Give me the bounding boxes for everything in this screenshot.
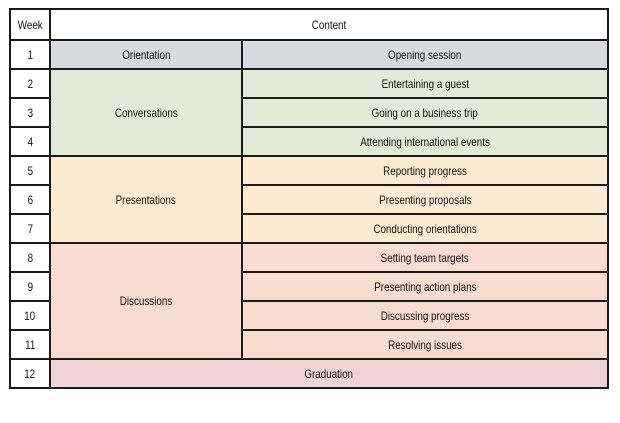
table-row: 12 Graduation (9, 358, 609, 389)
topic-cell: Presenting action plans (241, 271, 609, 302)
section-label: Conversations (114, 105, 178, 120)
topic-cell: Reporting progress (241, 155, 609, 186)
week-cell: 5 (9, 155, 51, 186)
section-label: Discussions (119, 294, 173, 308)
week-number: 3 (27, 105, 33, 120)
week-cell: 2 (9, 68, 51, 99)
section-label: Orientation (121, 47, 171, 62)
graduation-cell: Graduation (49, 358, 609, 389)
topic-label: Reporting progress (383, 163, 467, 178)
topic-cell: Going on a business trip (241, 97, 609, 128)
week-number: 2 (27, 76, 33, 91)
topic-label: Discussing progress (380, 308, 470, 323)
topic-cell: Entertaining a guest (241, 68, 609, 99)
week-number: 12 (24, 366, 36, 381)
topic-label: Presenting proposals (378, 192, 472, 207)
topic-cell: Resolving issues (241, 329, 609, 360)
week-number: 10 (24, 308, 36, 323)
section-cell-orientation: Orientation (49, 39, 243, 70)
week-number: 7 (27, 221, 33, 236)
table-row: 10 Discussing progress (9, 300, 609, 331)
week-column-header: Week (9, 8, 51, 41)
table-row: 1 Orientation Opening session (9, 39, 609, 70)
table-header-row: Week Content (9, 8, 609, 41)
week-cell: 11 (9, 329, 51, 360)
week-cell: 9 (9, 271, 51, 302)
week-number: 1 (27, 47, 33, 62)
week-cell: 3 (9, 97, 51, 128)
week-cell: 4 (9, 126, 51, 157)
graduation-label: Graduation (304, 366, 354, 381)
week-cell: 12 (9, 358, 51, 389)
topic-label: Resolving issues (388, 337, 462, 352)
week-cell: 6 (9, 184, 51, 215)
topic-label: Setting team targets (380, 250, 470, 265)
week-number: 11 (24, 337, 36, 352)
section-cell-presentations: Presentations (49, 155, 243, 244)
section-cell-conversations: Conversations (49, 68, 243, 157)
content-column-header: Content (49, 8, 609, 41)
week-number: 6 (27, 192, 33, 207)
course-schedule-table: Week Content 1 Orientation Opening sessi… (9, 8, 609, 389)
week-number: 5 (27, 163, 33, 178)
week-number: 8 (27, 250, 33, 265)
topic-label: Presenting action plans (373, 279, 477, 294)
table-row: 7 Conducting orientations (9, 213, 609, 244)
topic-cell: Conducting orientations (241, 213, 609, 244)
table-row: 2 Conversations Entertaining a guest (9, 68, 609, 157)
table-row: 6 Presenting proposals (9, 184, 609, 215)
topic-label: Attending international events (360, 134, 490, 149)
section-label: Presentations (115, 192, 177, 207)
table-row: 5 Presentations Reporting progress (9, 155, 609, 244)
table-row: 4 Attending international events (9, 126, 609, 157)
topic-cell: Opening session (241, 39, 609, 70)
table-row: 11 Resolving issues (9, 329, 609, 360)
content-header-label: Content (311, 17, 347, 32)
table-row: 3 Going on a business trip (9, 97, 609, 128)
topic-label: Entertaining a guest (381, 76, 469, 91)
week-cell: 1 (9, 39, 51, 70)
week-cell: 10 (9, 300, 51, 331)
topic-label: Going on a business trip (371, 105, 479, 120)
week-number: 9 (27, 279, 33, 294)
topic-cell: Setting team targets (241, 242, 609, 273)
week-header-label: Week (17, 17, 43, 32)
week-cell: 7 (9, 213, 51, 244)
week-number: 4 (27, 134, 33, 149)
week-cell: 8 (9, 242, 51, 273)
schedule-table-wrapper: Week Content 1 Orientation Opening sessi… (9, 8, 609, 389)
topic-cell: Discussing progress (241, 300, 609, 331)
topic-label: Conducting orientations (373, 221, 477, 236)
topic-cell: Attending international events (241, 126, 609, 157)
table-row: 9 Presenting action plans (9, 271, 609, 302)
topic-label: Opening session (388, 47, 462, 62)
section-cell-discussions: Discussions (49, 242, 243, 360)
table-row: 8 Discussions Setting team targets (9, 242, 609, 360)
topic-cell: Presenting proposals (241, 184, 609, 215)
